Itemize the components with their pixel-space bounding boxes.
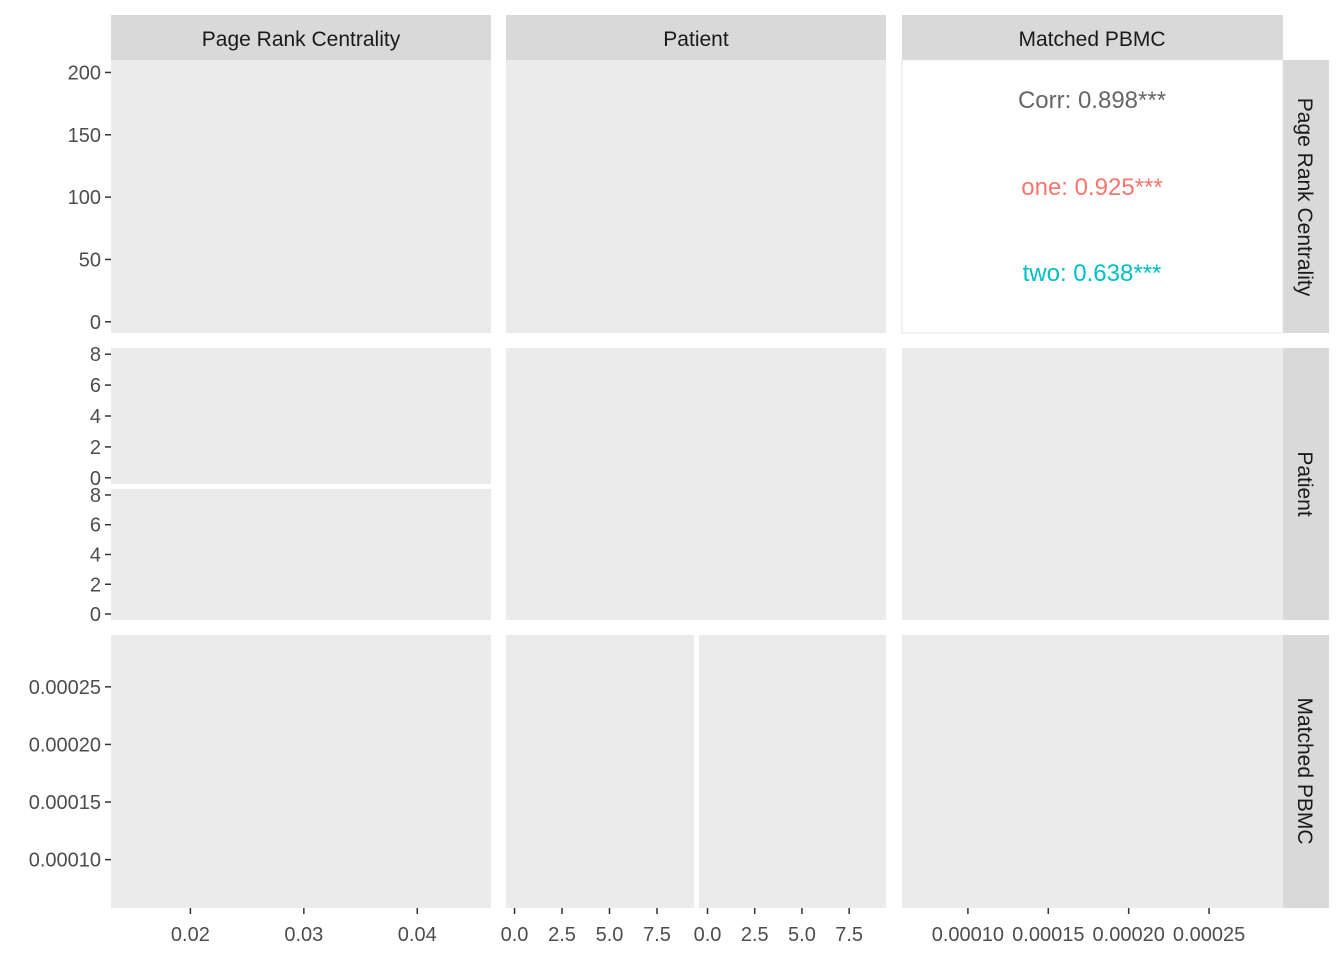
strip-top-1-label: Page Rank Centrality [202,28,401,51]
x-tick-label: 0.00015 [1012,924,1084,946]
panel-bg [506,348,886,620]
correlation-panel-bg [901,59,1284,334]
y-tick-label: 0 [90,468,101,490]
y-tick-label: 200 [68,62,101,84]
y-tick-label: 2 [90,437,101,459]
strip-right-2 [1283,348,1329,620]
axis-layer: 05010015020002468024680.000100.000150.00… [29,62,1245,946]
y-tick-label: 4 [90,545,101,567]
y-tick-label: 0 [90,604,101,626]
panel-bg [111,489,491,620]
strip-layer: Page Rank Centrality Patient Matched PBM… [111,15,1329,908]
strip-top-2 [506,15,886,60]
strip-top-3-label: Matched PBMC [1018,28,1165,51]
strip-right-1 [1283,60,1329,333]
strip-right-3 [1283,635,1329,908]
y-tick-label: 150 [68,125,101,147]
strip-top-1 [111,15,491,60]
strip-top-3 [902,15,1283,60]
y-tick-label: 50 [79,249,101,271]
corr-overall-label: Corr: 0.898*** [1018,87,1166,114]
x-tick-label: 7.5 [643,924,671,946]
panel-bg [699,635,886,908]
y-tick-label: 0.00020 [29,734,101,756]
strip-right-2-label: Patient [1293,451,1316,517]
panel-bg [902,348,1283,620]
correlation-panel: Corr: 0.898*** one: 0.925*** two: 0.638*… [901,59,1284,334]
strip-top-2-label: Patient [663,28,729,51]
x-tick-label: 5.0 [596,924,624,946]
x-tick-label: 0.04 [398,924,437,946]
x-tick-label: 0.00020 [1093,924,1165,946]
panel-bg [111,60,491,333]
x-tick-label: 0.0 [694,924,722,946]
x-tick-label: 2.5 [741,924,769,946]
x-tick-label: 0.02 [171,924,210,946]
panel-bg [506,60,886,333]
x-tick-label: 0.0 [501,924,529,946]
strip-right-3-label: Matched PBMC [1293,697,1316,844]
y-tick-label: 2 [90,574,101,596]
x-tick-label: 0.00010 [932,924,1004,946]
panel-bg [111,348,491,484]
x-tick-label: 0.00025 [1173,924,1245,946]
x-tick-label: 0.03 [284,924,323,946]
x-tick-label: 5.0 [788,924,816,946]
panel-bg [506,635,694,908]
y-tick-label: 100 [68,187,101,209]
strip-right-1-label: Page Rank Centrality [1293,98,1316,297]
corr-group-one-label: one: 0.925*** [1021,174,1162,201]
y-tick-label: 0 [90,312,101,334]
x-tick-label: 2.5 [548,924,576,946]
y-tick-label: 8 [90,344,101,366]
y-tick-label: 0.00010 [29,850,101,872]
y-tick-label: 6 [90,375,101,397]
corr-group-two-label: two: 0.638*** [1023,260,1162,287]
y-tick-label: 8 [90,485,101,507]
panel-bg [111,635,491,908]
x-tick-label: 7.5 [835,924,863,946]
y-tick-label: 0.00025 [29,677,101,699]
panel-bg [902,635,1283,908]
y-tick-label: 4 [90,406,101,428]
y-tick-label: 6 [90,515,101,537]
y-tick-label: 0.00015 [29,792,101,814]
panel-layer [111,60,1283,908]
